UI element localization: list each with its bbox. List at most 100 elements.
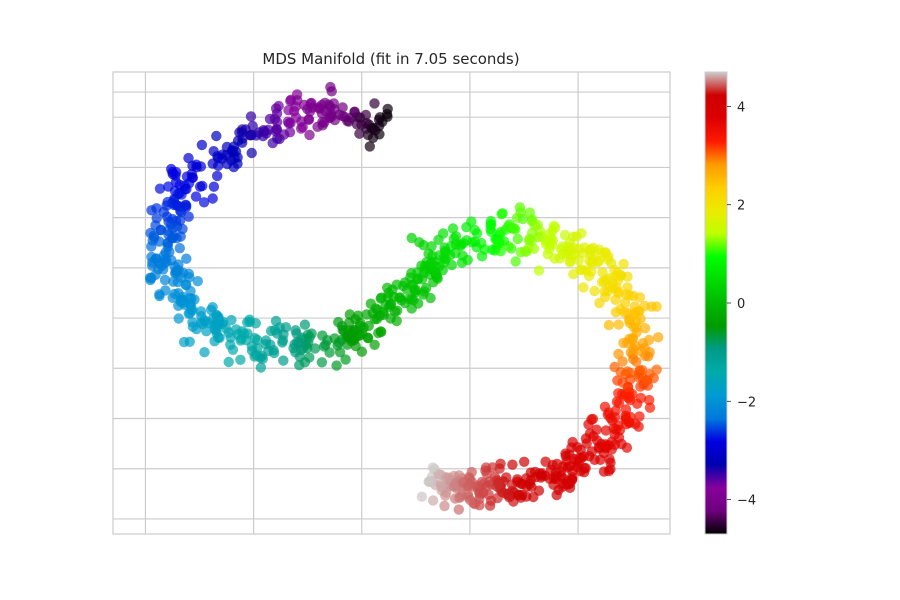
scatter-point bbox=[535, 472, 547, 483]
scatter-point bbox=[186, 168, 197, 180]
scatter-point bbox=[271, 124, 283, 135]
scatter-point bbox=[591, 424, 602, 435]
scatter-point bbox=[439, 500, 450, 512]
scatter-point bbox=[179, 180, 190, 191]
scatter-point bbox=[611, 283, 622, 294]
colorbar-tick-label: −2 bbox=[737, 395, 756, 410]
scatter-point bbox=[173, 188, 184, 200]
scatter-point bbox=[290, 325, 301, 336]
scatter-point bbox=[428, 277, 439, 288]
scatter-point bbox=[183, 211, 194, 222]
scatter-point bbox=[246, 147, 257, 159]
scatter-point bbox=[293, 337, 305, 349]
scatter-point bbox=[599, 286, 610, 297]
scatter-point bbox=[343, 332, 354, 343]
scatter-point bbox=[270, 103, 282, 114]
scatter-point bbox=[192, 276, 203, 287]
scatter-point bbox=[387, 284, 398, 295]
scatter-point bbox=[150, 253, 162, 264]
scatter-point bbox=[190, 191, 202, 202]
scatter-point bbox=[149, 232, 160, 243]
scatter-point bbox=[532, 219, 544, 231]
scatter-point bbox=[605, 412, 616, 424]
scatter-point bbox=[306, 97, 317, 109]
scatter-point bbox=[562, 248, 573, 260]
scatter-point bbox=[324, 347, 335, 358]
scatter-point bbox=[163, 181, 174, 192]
scatter-point bbox=[184, 272, 195, 283]
colorbar-tick-label: 2 bbox=[737, 199, 745, 214]
scatter-point bbox=[226, 155, 237, 166]
scatter-point bbox=[611, 396, 623, 407]
scatter-point bbox=[557, 241, 568, 252]
scatter-point bbox=[406, 232, 417, 244]
scatter-point bbox=[236, 127, 248, 138]
scatter-point bbox=[166, 255, 177, 266]
scatter-point bbox=[575, 466, 586, 477]
scatter-point bbox=[167, 232, 178, 244]
scatter-point bbox=[410, 284, 422, 296]
scatter-point bbox=[245, 129, 257, 141]
scatter-point bbox=[575, 444, 586, 456]
scatter-point bbox=[299, 319, 311, 330]
scatter-point bbox=[577, 247, 589, 259]
scatter-point bbox=[354, 128, 365, 139]
scatter-point bbox=[145, 274, 156, 286]
scatter-point bbox=[178, 336, 190, 348]
scatter-point bbox=[362, 332, 374, 343]
scatter-point bbox=[603, 251, 614, 262]
scatter-point bbox=[381, 109, 393, 120]
scatter-point bbox=[621, 289, 632, 300]
scatter-point bbox=[242, 317, 253, 328]
scatter-point bbox=[526, 235, 537, 246]
scatter-point bbox=[416, 491, 428, 502]
scatter-point bbox=[303, 114, 315, 125]
scatter-point bbox=[519, 246, 531, 257]
scatter-point bbox=[594, 297, 605, 309]
scatter-point bbox=[194, 181, 206, 192]
scatter-point bbox=[618, 258, 629, 270]
scatter-point bbox=[510, 256, 521, 267]
scatter-point bbox=[368, 122, 379, 134]
scatter-point bbox=[267, 137, 278, 149]
scatter-point bbox=[264, 113, 276, 125]
scatter-point bbox=[512, 476, 523, 487]
scatter-point bbox=[481, 481, 493, 492]
scatter-point bbox=[627, 332, 639, 344]
scatter-point bbox=[151, 203, 162, 214]
scatter-point bbox=[476, 251, 488, 262]
scatter-point bbox=[278, 355, 289, 366]
scatter-point bbox=[175, 215, 186, 226]
scatter-point bbox=[408, 295, 419, 306]
scatter-point bbox=[337, 102, 348, 113]
scatter-point bbox=[226, 145, 238, 156]
scatter-point bbox=[223, 356, 234, 368]
scatter-point bbox=[589, 285, 600, 297]
scatter-point bbox=[239, 328, 250, 339]
scatter-point bbox=[589, 454, 600, 465]
scatter-point bbox=[316, 357, 328, 368]
scatter-point bbox=[567, 436, 578, 448]
scatter-point bbox=[369, 98, 380, 109]
scatter-point bbox=[384, 301, 395, 312]
scatter-point bbox=[198, 197, 210, 208]
scatter-point bbox=[533, 265, 545, 276]
scatter-point bbox=[349, 106, 360, 117]
scatter-point bbox=[524, 207, 535, 218]
scatter-point bbox=[309, 343, 321, 354]
scatter-point bbox=[235, 354, 246, 365]
scatter-point bbox=[284, 127, 296, 138]
scatter-point bbox=[521, 491, 532, 502]
scatter-point bbox=[433, 469, 444, 480]
scatter-point bbox=[154, 183, 166, 194]
scatter-point bbox=[613, 348, 624, 360]
scatter-point bbox=[270, 315, 282, 327]
scatter-point bbox=[600, 425, 612, 436]
colorbar-tick-label: 4 bbox=[737, 100, 745, 115]
scatter-point bbox=[183, 152, 194, 164]
scatter-point bbox=[427, 462, 438, 473]
scatter-point bbox=[447, 223, 459, 234]
scatter-point bbox=[177, 223, 188, 235]
colorbar-tick-label: 0 bbox=[737, 297, 745, 312]
